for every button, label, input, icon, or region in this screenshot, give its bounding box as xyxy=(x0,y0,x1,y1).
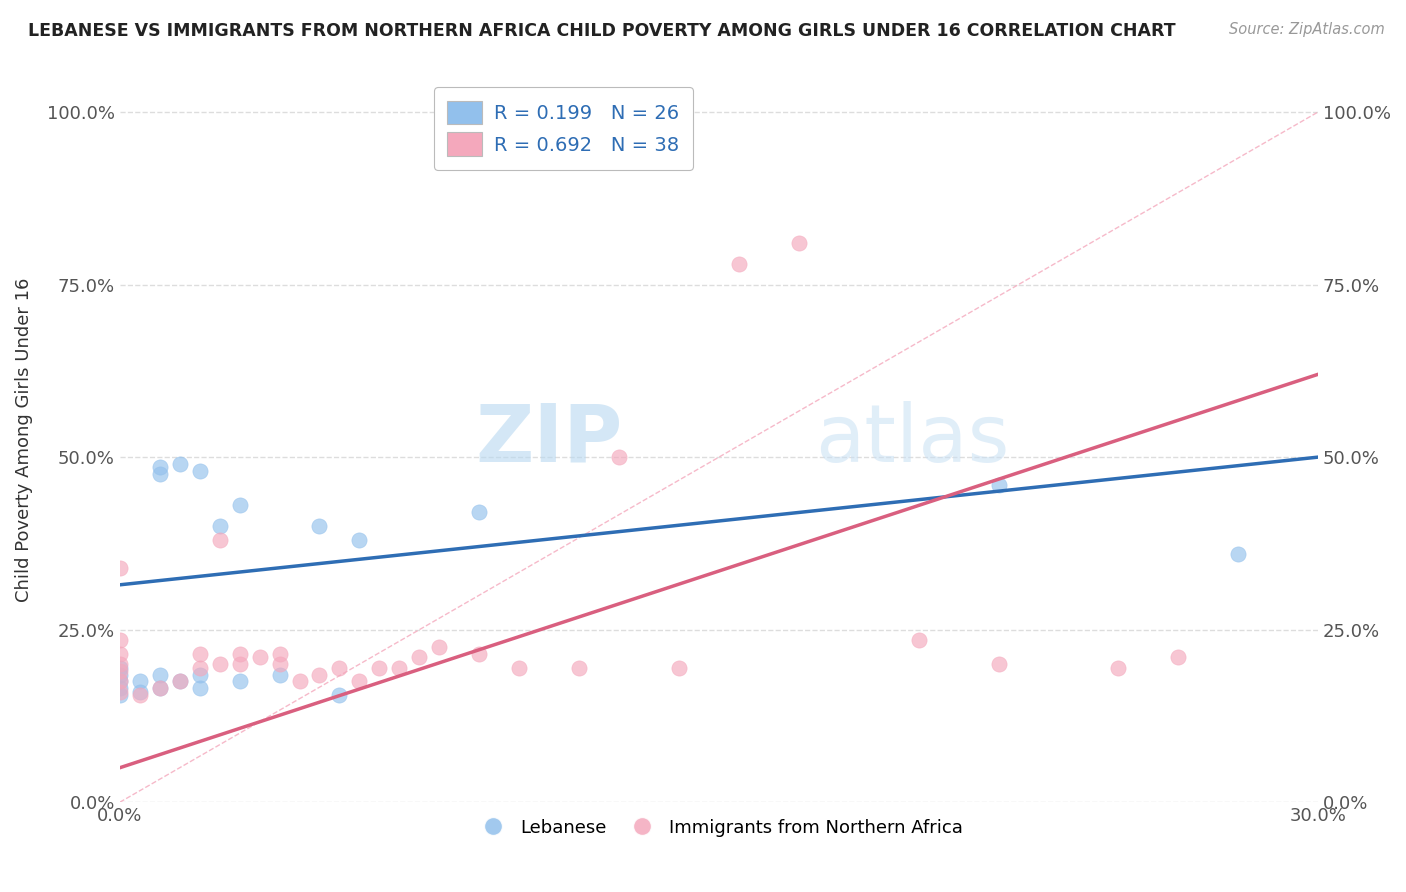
Point xyxy=(169,674,191,689)
Point xyxy=(1107,660,1129,674)
Point xyxy=(368,660,391,674)
Point xyxy=(108,657,131,672)
Text: atlas: atlas xyxy=(815,401,1010,479)
Point xyxy=(108,647,131,661)
Point xyxy=(328,660,350,674)
Point xyxy=(149,681,172,696)
Point xyxy=(668,660,690,674)
Point xyxy=(188,464,211,478)
Point xyxy=(249,650,271,665)
Point xyxy=(269,657,291,672)
Point xyxy=(149,667,172,681)
Point xyxy=(308,519,330,533)
Point xyxy=(149,681,172,696)
Point xyxy=(427,640,450,654)
Point xyxy=(349,674,371,689)
Point xyxy=(468,505,491,519)
Point xyxy=(108,674,131,689)
Point xyxy=(208,519,231,533)
Point xyxy=(787,236,810,251)
Point xyxy=(228,657,250,672)
Point xyxy=(108,681,131,696)
Point xyxy=(108,688,131,702)
Point xyxy=(1227,547,1250,561)
Point xyxy=(149,467,172,482)
Point xyxy=(907,633,929,648)
Text: LEBANESE VS IMMIGRANTS FROM NORTHERN AFRICA CHILD POVERTY AMONG GIRLS UNDER 16 C: LEBANESE VS IMMIGRANTS FROM NORTHERN AFR… xyxy=(28,22,1175,40)
Point xyxy=(308,667,330,681)
Point xyxy=(468,647,491,661)
Point xyxy=(269,667,291,681)
Point xyxy=(188,660,211,674)
Point xyxy=(349,533,371,547)
Point xyxy=(188,647,211,661)
Point xyxy=(987,657,1010,672)
Point xyxy=(108,685,131,699)
Point xyxy=(288,674,311,689)
Point xyxy=(228,647,250,661)
Text: Source: ZipAtlas.com: Source: ZipAtlas.com xyxy=(1229,22,1385,37)
Point xyxy=(169,674,191,689)
Point xyxy=(269,647,291,661)
Point xyxy=(128,685,150,699)
Point xyxy=(108,667,131,681)
Point xyxy=(208,657,231,672)
Point xyxy=(1167,650,1189,665)
Point xyxy=(169,457,191,471)
Y-axis label: Child Poverty Among Girls Under 16: Child Poverty Among Girls Under 16 xyxy=(15,277,32,602)
Point xyxy=(188,667,211,681)
Point xyxy=(108,674,131,689)
Point xyxy=(188,681,211,696)
Point xyxy=(728,257,751,271)
Point xyxy=(508,660,530,674)
Point xyxy=(228,674,250,689)
Point xyxy=(128,688,150,702)
Point xyxy=(128,674,150,689)
Text: ZIP: ZIP xyxy=(475,401,623,479)
Point xyxy=(149,460,172,475)
Point xyxy=(228,499,250,513)
Point xyxy=(108,660,131,674)
Point xyxy=(208,533,231,547)
Point xyxy=(408,650,430,665)
Point xyxy=(607,450,630,464)
Legend: Lebanese, Immigrants from Northern Africa: Lebanese, Immigrants from Northern Afric… xyxy=(467,812,970,844)
Point xyxy=(108,633,131,648)
Point xyxy=(568,660,591,674)
Point xyxy=(388,660,411,674)
Point xyxy=(328,688,350,702)
Point xyxy=(108,560,131,574)
Point xyxy=(108,664,131,678)
Point xyxy=(987,477,1010,491)
